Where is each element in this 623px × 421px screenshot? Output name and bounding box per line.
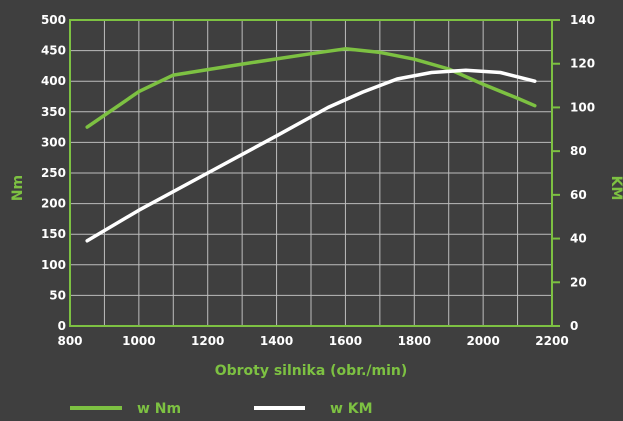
y-right-tick-label: 0 [570,319,578,333]
y-right-tick-label: 140 [570,13,595,27]
series-line-km [85,68,537,243]
y-axis-right-title: KM [608,176,623,201]
y-right-tick-label: 60 [570,188,587,202]
legend-label-km: w KM [330,401,373,417]
y-left-tick-label: 450 [41,44,66,58]
y-right-tick-label: 100 [570,100,595,114]
series-line-nm [85,47,537,129]
x-tick-label: 1000 [122,334,155,348]
x-tick-label: 800 [57,334,82,348]
y-left-tick-label: 50 [49,288,66,302]
y-left-tick-label: 200 [41,197,66,211]
tick-layer: 800 1000 1200 1400 1600 1800 2000 2200050100150… [41,13,595,348]
grid [70,20,552,326]
x-tick-label: 1200 [191,334,224,348]
plot-frame [69,19,553,327]
y-right-tick-label: 40 [570,232,587,246]
x-tick-label: 2000 [466,334,499,348]
y-left-tick-label: 300 [41,135,66,149]
x-tick-label: 1800 [398,334,431,348]
y-right-tick-label: 120 [570,57,595,71]
legend: w Nm w KM [70,401,373,417]
series-layer [85,47,537,243]
y-left-tick-label: 100 [41,258,66,272]
y-right-tick-label: 80 [570,144,587,158]
x-tick-label: 1400 [260,334,293,348]
y-left-tick-label: 150 [41,227,66,241]
x-tick-label: 2200 [535,334,568,348]
y-left-tick-label: 500 [41,13,66,27]
y-left-tick-label: 350 [41,105,66,119]
y-right-tick-label: 20 [570,275,587,289]
y-axis-left-title: Nm [10,175,26,201]
y-left-tick-label: 250 [41,166,66,180]
y-left-tick-label: 0 [58,319,66,333]
y-left-tick-label: 400 [41,74,66,88]
x-axis-title: Obroty silnika (obr./min) [215,363,408,379]
legend-label-nm: w Nm [137,401,181,417]
x-tick-label: 1600 [329,334,362,348]
